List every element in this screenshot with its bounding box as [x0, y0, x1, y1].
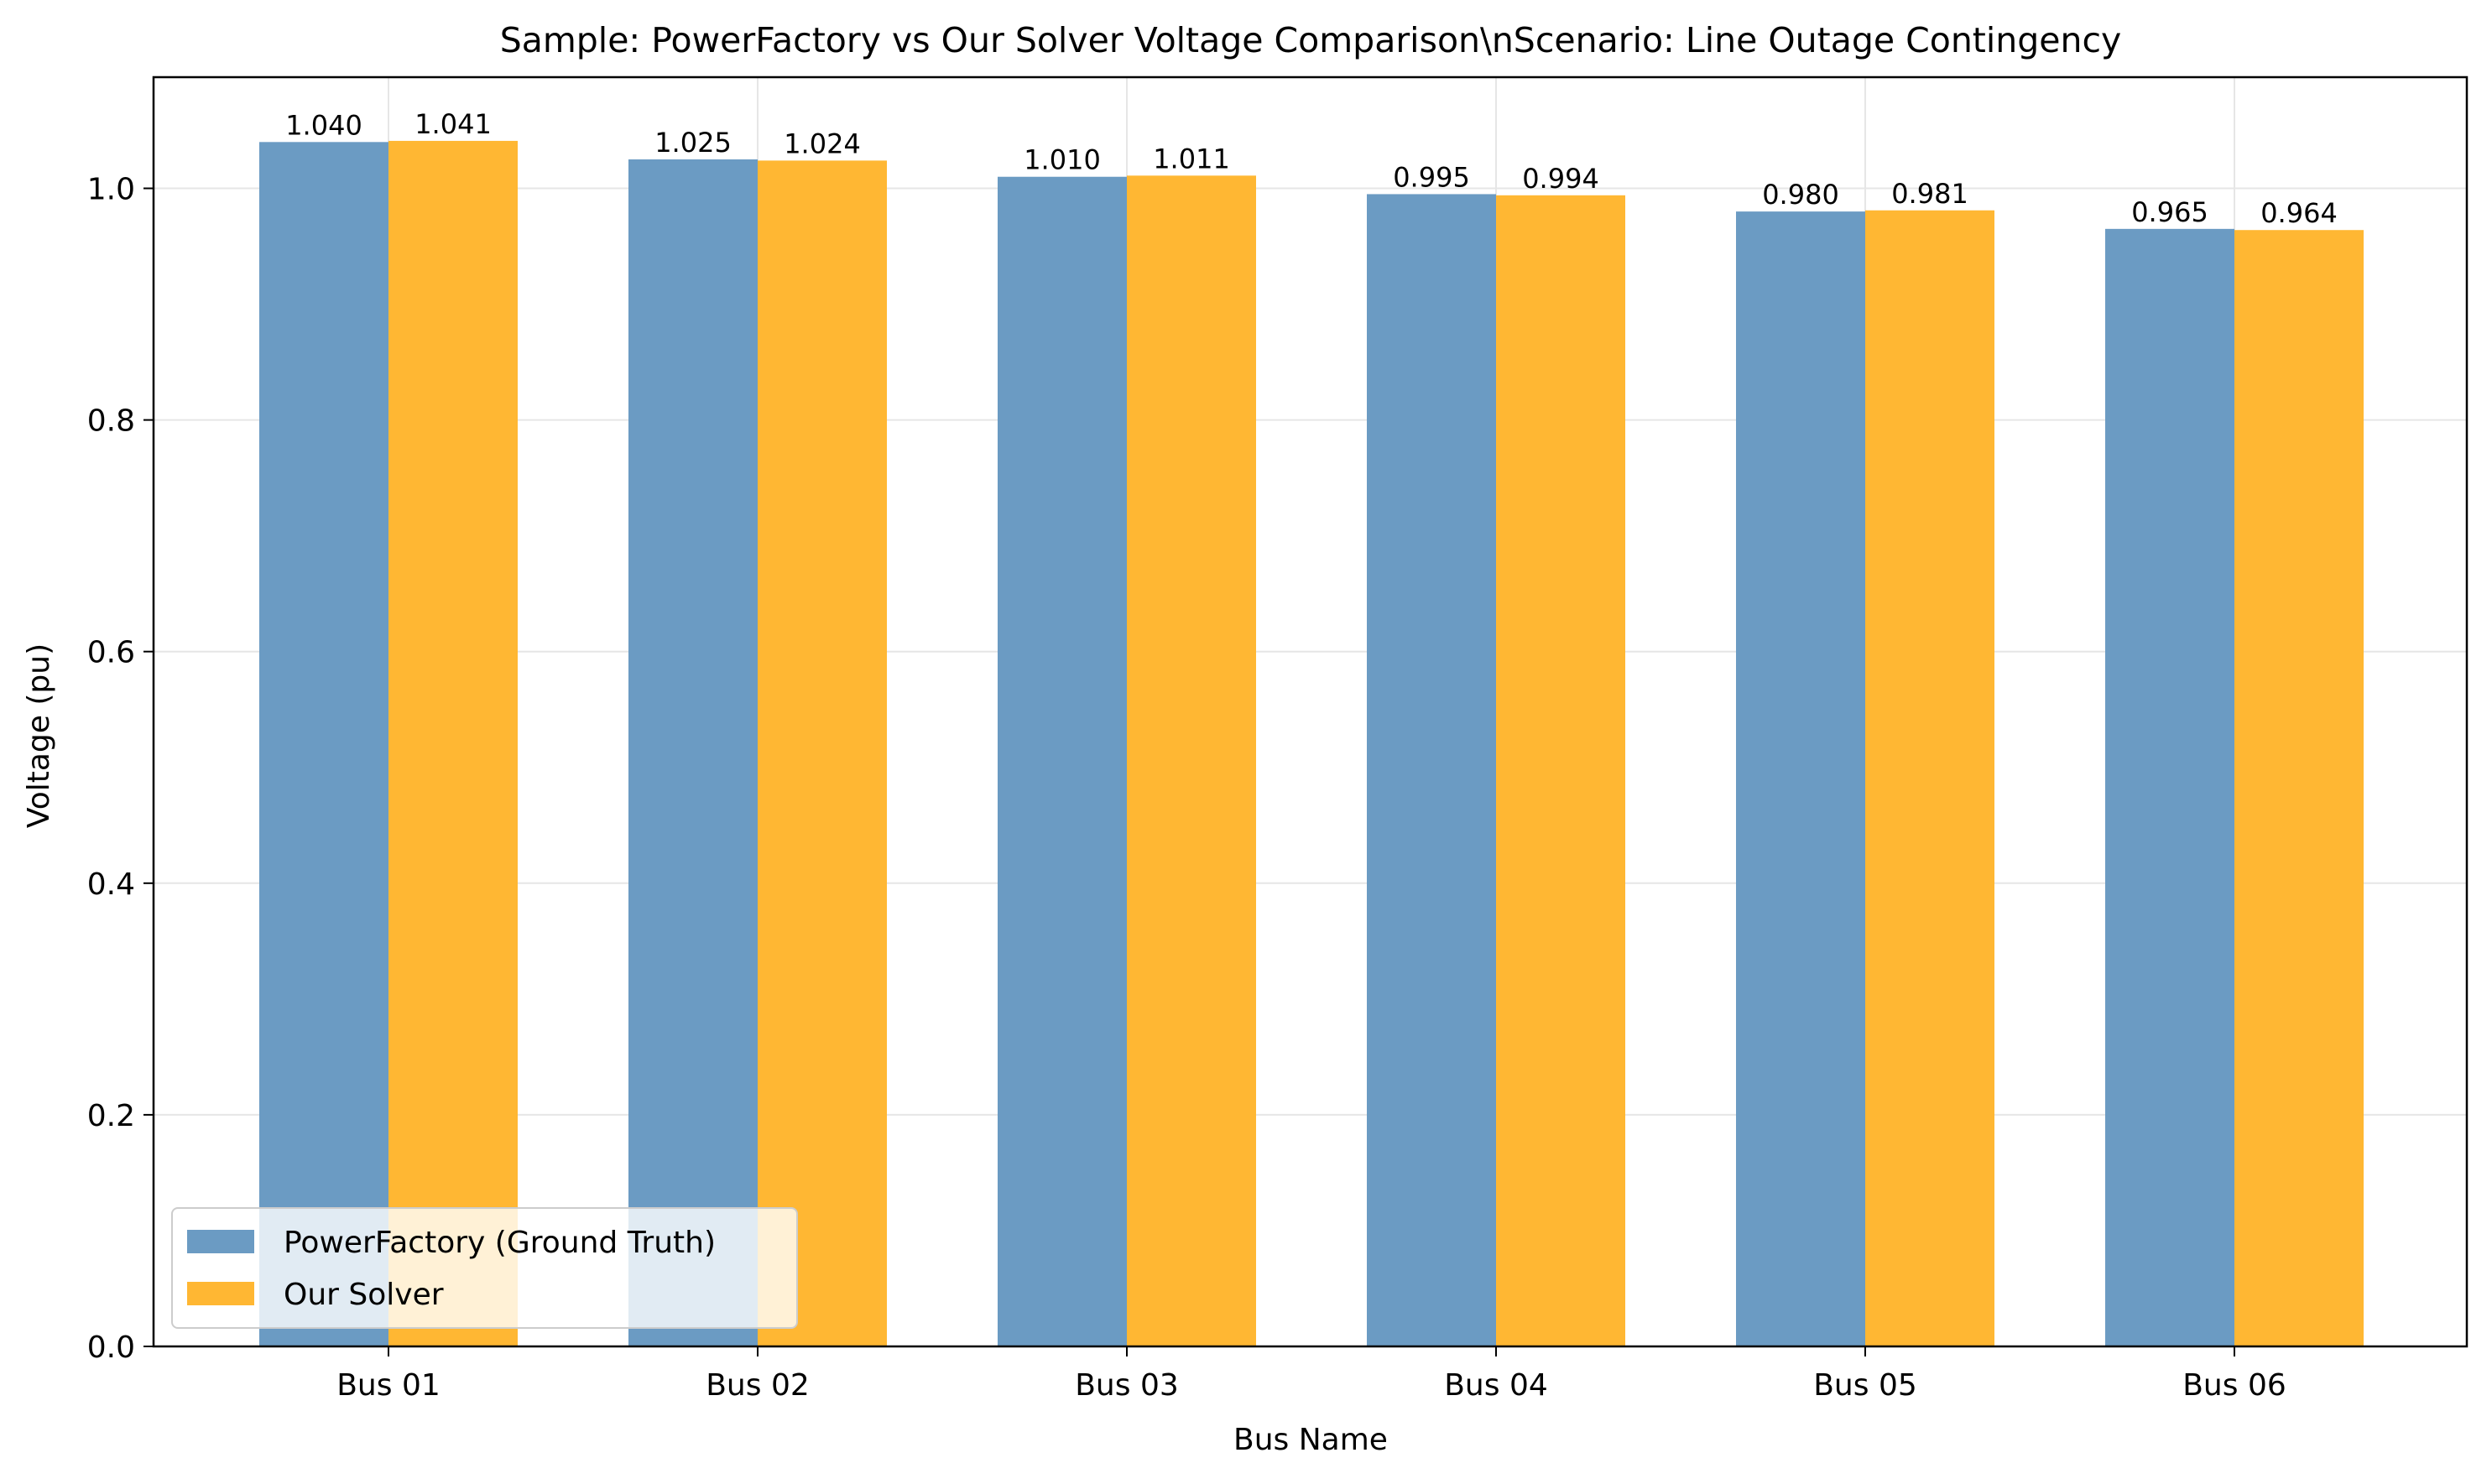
bar-value-label: 1.010 [1024, 144, 1101, 176]
legend-swatch [187, 1282, 254, 1305]
bar-powerfactory [2105, 228, 2234, 1346]
bar-our-solver [2234, 230, 2364, 1346]
bar-value-label: 1.041 [414, 108, 492, 140]
x-tick-label: Bus 02 [706, 1368, 810, 1403]
y-tick-label: 0.6 [87, 636, 135, 670]
bar-value-label: 0.995 [1393, 161, 1470, 193]
y-tick-label: 1.0 [87, 173, 135, 207]
bar-value-label: 1.011 [1153, 143, 1230, 174]
y-tick-label: 0.8 [87, 404, 135, 439]
legend-box [171, 1207, 798, 1329]
bar-our-solver [1496, 195, 1625, 1347]
bars [259, 140, 2364, 1347]
bar-our-solver [758, 160, 887, 1346]
bar-powerfactory [998, 176, 1127, 1346]
bar-value-label: 0.965 [2131, 196, 2208, 228]
bar-our-solver [388, 140, 518, 1346]
y-axis-label: Voltage (pu) [22, 643, 56, 828]
bar-value-label: 0.994 [1522, 163, 1599, 195]
x-tick-label: Bus 01 [336, 1368, 441, 1403]
bar-value-label: 1.025 [654, 127, 732, 159]
bar-our-solver [1127, 175, 1256, 1346]
x-tick-label: Bus 03 [1075, 1368, 1179, 1403]
bar-value-label: 1.040 [285, 109, 362, 141]
x-axis-label: Bus Name [1233, 1423, 1388, 1457]
y-tick-label: 0.0 [87, 1330, 135, 1365]
data-labels: 1.040 1.041 1.025 1.024 1.010 1.011 0.995 0.994… [285, 108, 2338, 229]
x-tick-label: Bus 06 [2182, 1368, 2286, 1403]
bar-powerfactory [259, 142, 388, 1347]
legend-entry-label: PowerFactory (Ground Truth) [284, 1226, 716, 1260]
bar-our-solver [1865, 210, 1994, 1347]
chart-title: Sample: PowerFactory vs Our Solver Volta… [500, 20, 2122, 60]
bar-value-label: 0.980 [1762, 179, 1839, 211]
axes: 0.0 0.2 0.4 0.6 0.8 1.0 Bus 01 Bus 02 Bus 03 Bus … [87, 76, 2469, 1403]
bar-value-label: 0.964 [2260, 197, 2338, 229]
bar-value-label: 0.981 [1891, 178, 1968, 210]
plot-frame [152, 76, 2469, 1348]
legend-entry-label: Our Solver [284, 1278, 444, 1312]
y-tick-label: 0.2 [87, 1099, 135, 1133]
legend-swatch [187, 1230, 254, 1253]
x-tick-label: Bus 05 [1813, 1368, 1917, 1403]
bar-powerfactory [1736, 211, 1865, 1347]
bar-powerfactory [1367, 194, 1496, 1346]
x-tick-label: Bus 04 [1444, 1368, 1548, 1403]
legend: PowerFactory (Ground Truth) Our Solver [171, 1207, 798, 1329]
bar-powerfactory [628, 159, 758, 1347]
bar-value-label: 1.024 [784, 128, 861, 159]
y-tick-label: 0.4 [87, 867, 135, 902]
